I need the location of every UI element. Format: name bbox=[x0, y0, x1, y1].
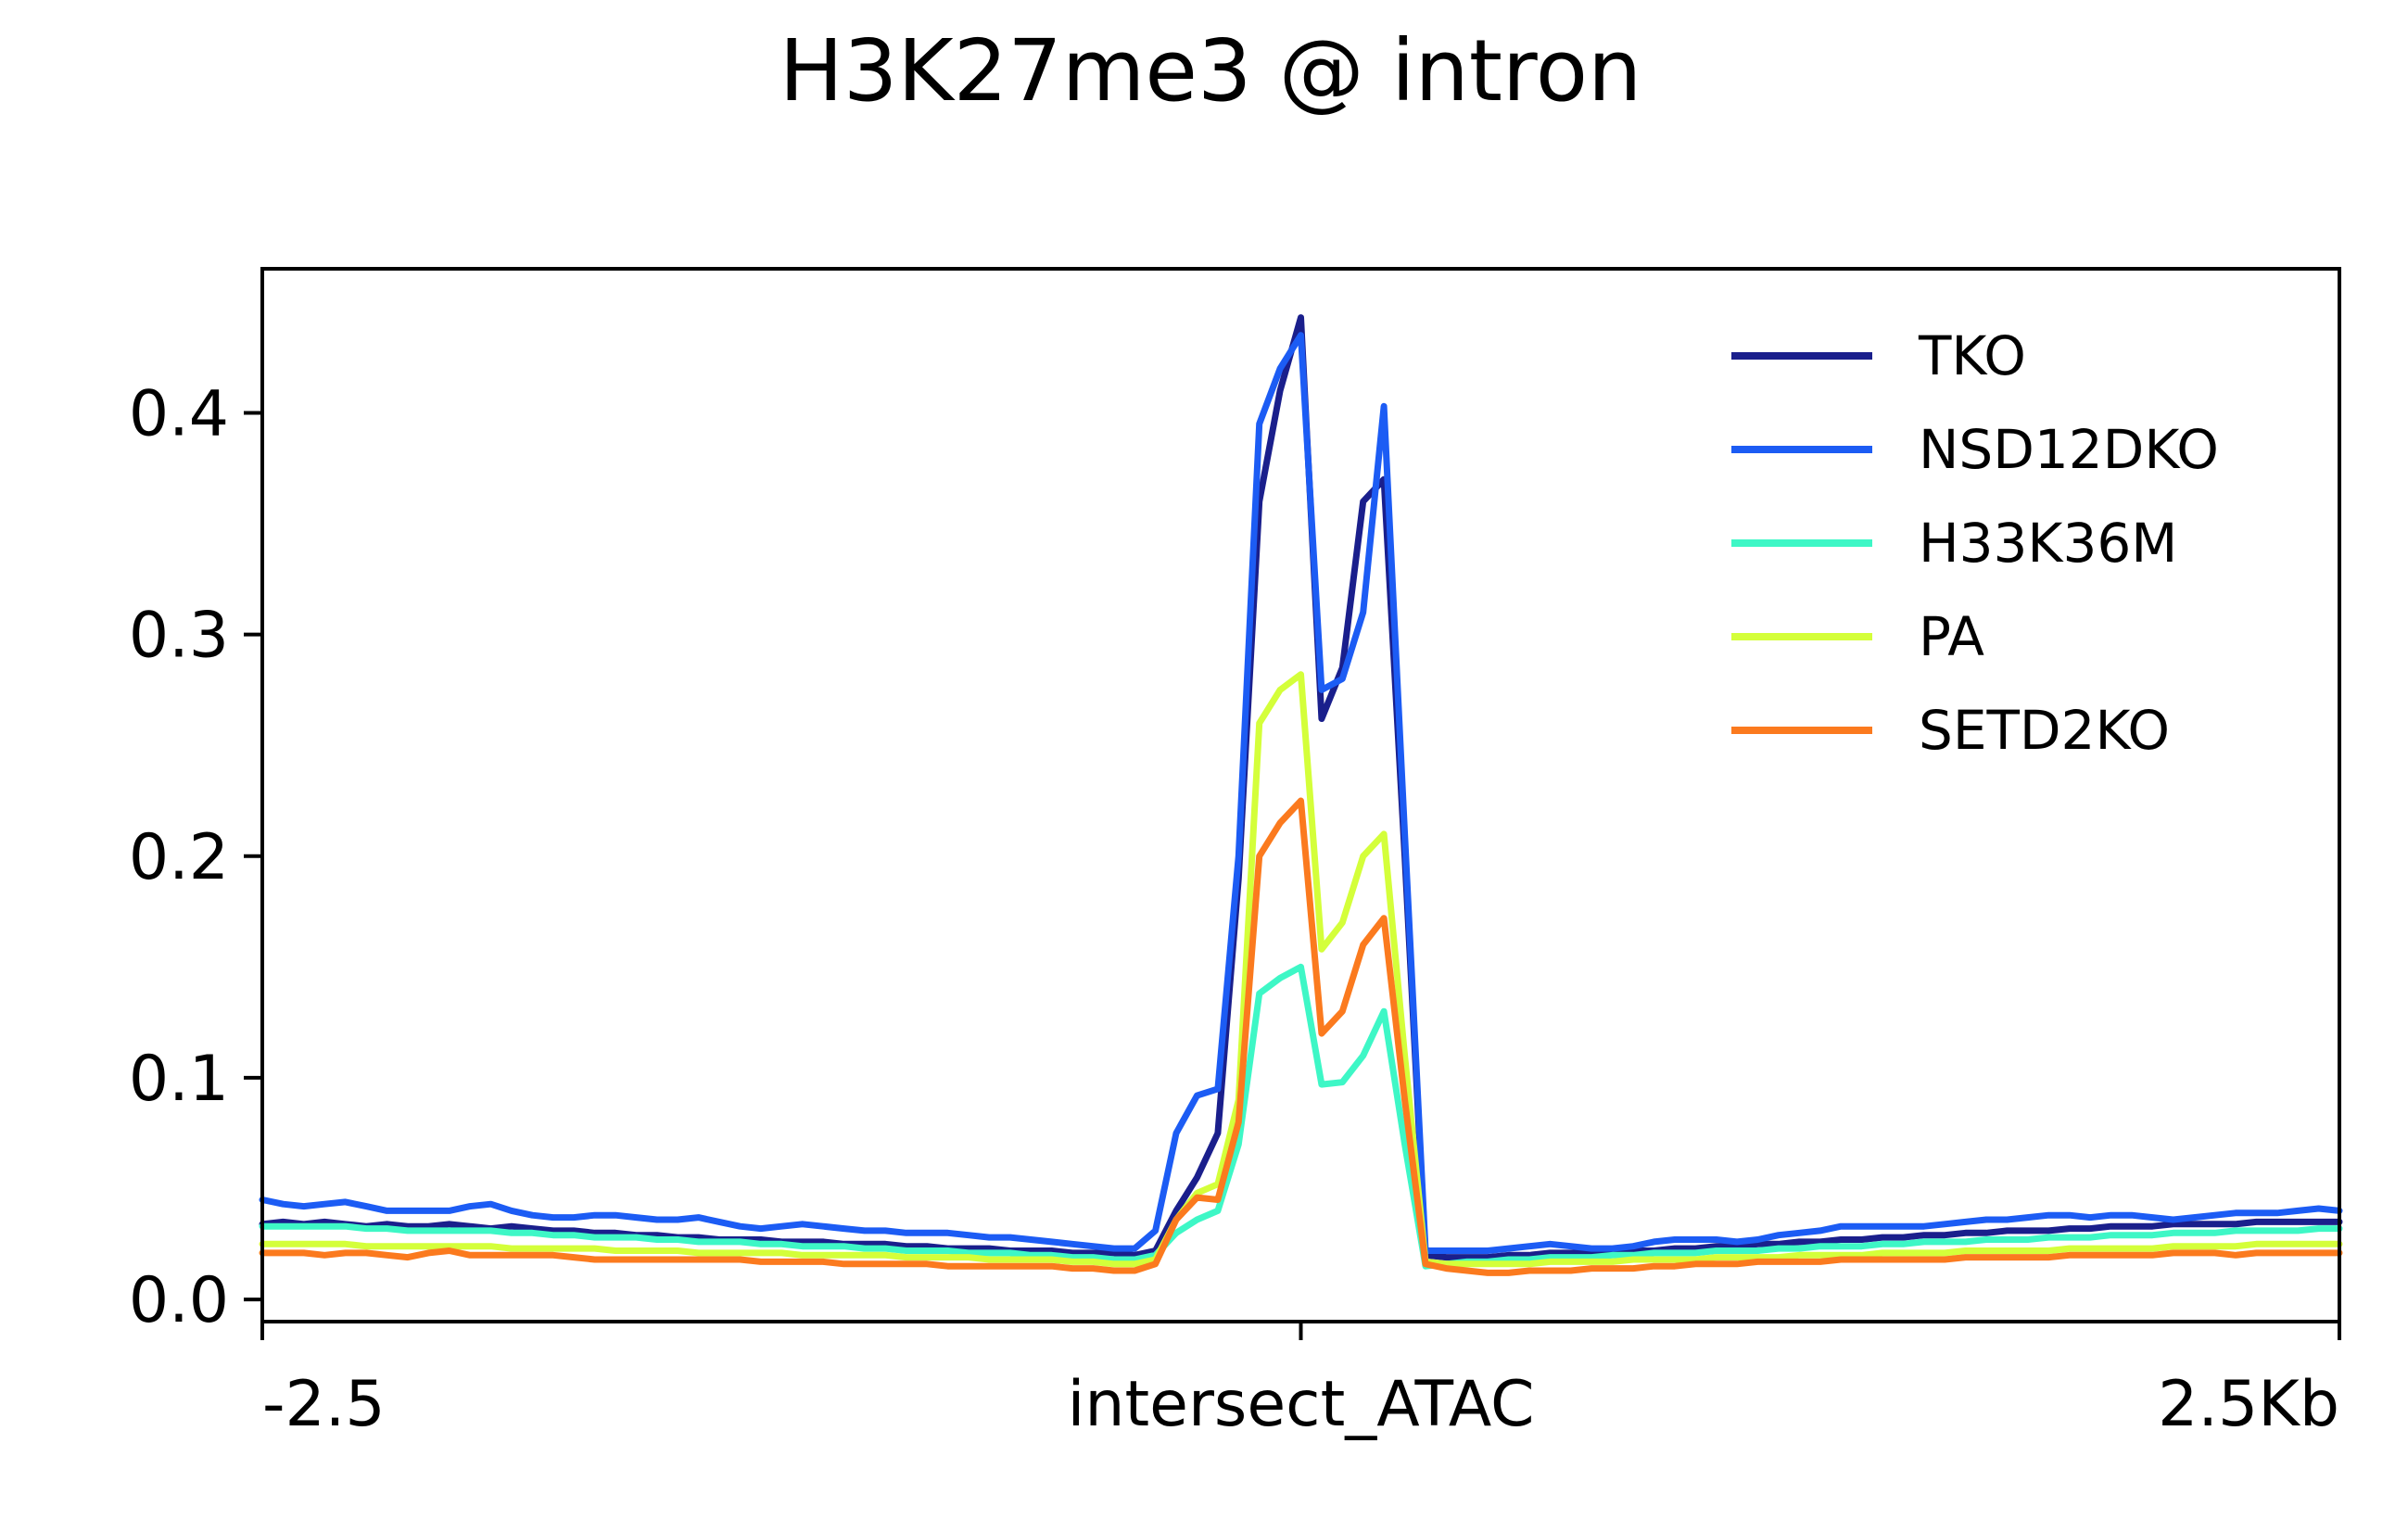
y-tick-label: 0.2 bbox=[129, 821, 229, 894]
x-tick-label: 2.5Kb bbox=[2158, 1368, 2339, 1441]
legend-label-h33k36m: H33K36M bbox=[1919, 512, 2177, 575]
legend-label-tko: TKO bbox=[1918, 324, 2026, 387]
series-line-setd2ko bbox=[259, 797, 2343, 1276]
y-tick-label: 0.0 bbox=[129, 1264, 229, 1337]
series-line-pa bbox=[259, 671, 2343, 1268]
y-tick-label: 0.4 bbox=[129, 377, 229, 450]
chart-title: H3K27me3 @ intron bbox=[779, 21, 1642, 120]
y-tick-label: 0.3 bbox=[129, 600, 229, 673]
y-tick-label: 0.1 bbox=[129, 1043, 229, 1116]
y-axis: 0.0 0.1 0.2 0.3 0.4 bbox=[129, 377, 262, 1337]
series-line-tko bbox=[259, 314, 2343, 1261]
legend: TKO NSD12DKO H33K36M PA SETD2KO bbox=[1731, 324, 2219, 762]
series-line-h33k36m bbox=[259, 963, 2343, 1270]
legend-label-nsd12dko: NSD12DKO bbox=[1919, 418, 2219, 481]
legend-label-setd2ko: SETD2KO bbox=[1919, 699, 2170, 762]
x-tick-label: -2.5 bbox=[262, 1368, 386, 1441]
legend-label-pa: PA bbox=[1919, 605, 1984, 668]
x-axis: -2.5 intersect_ATAC 2.5Kb bbox=[260, 1322, 2341, 1441]
series-layer bbox=[259, 314, 2343, 1276]
series-line-nsd12dko bbox=[259, 332, 2343, 1254]
x-tick-label: intersect_ATAC bbox=[1067, 1368, 1534, 1441]
